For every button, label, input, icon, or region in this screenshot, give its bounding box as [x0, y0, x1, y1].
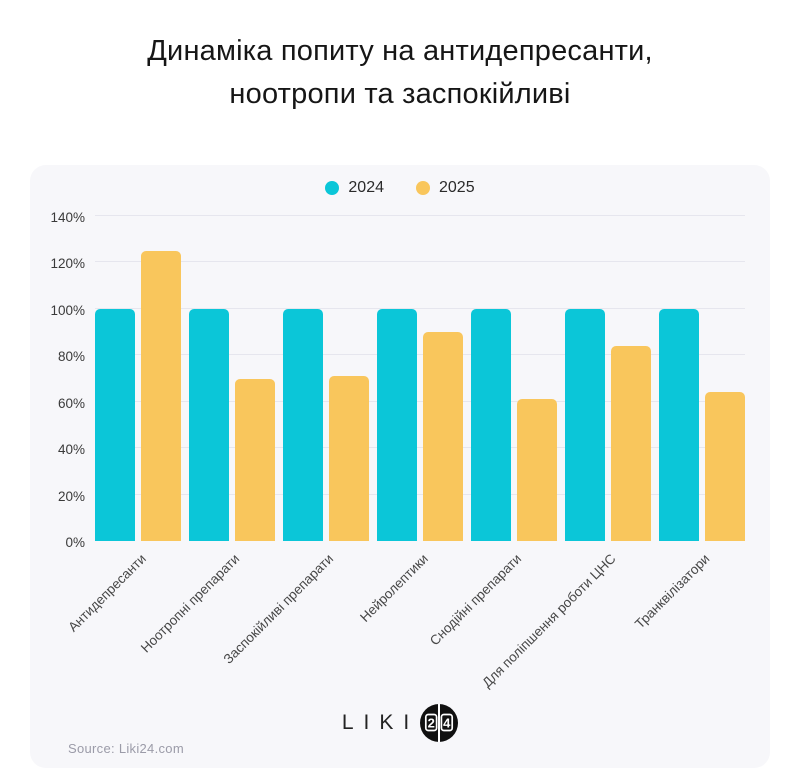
bar-2025	[423, 332, 463, 541]
gridline	[95, 261, 745, 263]
logo-digit-2: 2	[428, 716, 435, 731]
infographic-page: Динаміка попиту на антидепресанти, ноотр…	[0, 30, 800, 770]
page-title-line-2: ноотропи та заспокійливі	[229, 78, 571, 110]
y-tick-label: 20%	[57, 488, 85, 504]
gridline	[95, 307, 745, 309]
bar-2025	[611, 346, 651, 541]
logo-brand-text: LIKI	[341, 711, 420, 734]
bar-2024	[565, 308, 605, 541]
y-tick-label: 120%	[50, 256, 85, 272]
y-tick-label: 0%	[65, 535, 85, 550]
gridline	[95, 400, 745, 402]
bar-group	[283, 216, 369, 541]
y-tick-label: 40%	[57, 442, 85, 458]
bar-2024	[189, 308, 229, 541]
page-title-line-1: Динаміка попиту на антидепресанти,	[147, 35, 653, 67]
gridline	[95, 493, 745, 495]
bar-2024	[283, 308, 323, 541]
bar-2024	[95, 308, 135, 541]
y-tick-label: 60%	[57, 395, 85, 411]
y-tick-label: 140%	[50, 210, 85, 225]
source-attribution: Source: Liki24.com	[68, 741, 184, 756]
liki24-logo: LIKI 2 4	[30, 704, 770, 742]
bar-2024	[659, 308, 699, 541]
plot-area: 0% 20% 40% 60% 80% 100% 120% 140% Антидепресанти…	[50, 210, 745, 690]
bar-2025	[235, 378, 275, 541]
x-tick-label: Заспокійливі препарати	[220, 551, 337, 667]
bar-group	[565, 216, 651, 541]
x-tick-label: Ноотропні препарати	[138, 551, 243, 656]
page-title: Динаміка попиту на антидепресанти, ноотр…	[0, 30, 800, 116]
legend-item-2024: 2024	[325, 179, 384, 197]
chart-legend: 2024 2025	[30, 179, 770, 197]
legend-dot-2024-icon	[325, 181, 340, 195]
y-tick-label: 80%	[57, 349, 85, 365]
bar-group	[659, 216, 745, 541]
x-tick-label: Транквілізатори	[632, 551, 713, 632]
bar-groups	[95, 216, 745, 541]
legend-item-2025: 2025	[416, 179, 475, 197]
bar-group	[189, 216, 275, 541]
bar-group	[471, 216, 557, 541]
bar-2024	[471, 308, 511, 541]
logo-digit-4: 4	[443, 716, 451, 731]
bar-2025	[329, 376, 369, 541]
x-tick-label: Снодійні препарати	[427, 551, 525, 649]
gridline	[95, 447, 745, 449]
x-tick-label: Нейролептики	[356, 551, 431, 625]
bar-group	[377, 216, 463, 541]
bar-group	[95, 216, 181, 541]
y-tick-label: 100%	[50, 302, 85, 318]
gridline	[95, 215, 745, 216]
bar-2025	[705, 392, 745, 541]
legend-dot-2025-icon	[416, 181, 430, 195]
bar-2025	[141, 250, 181, 541]
chart-card: 2024 2025 0% 20% 40% 60% 80% 100% 120% 140% Анти…	[30, 165, 770, 768]
bar-2024	[377, 308, 417, 541]
legend-label-2024: 2024	[348, 179, 384, 196]
gridline	[95, 354, 745, 356]
legend-label-2025: 2025	[439, 179, 475, 196]
x-tick-label: Антидепресанти	[64, 551, 149, 635]
logo-24-badge-icon: 2 4	[420, 704, 459, 742]
bar-2025	[517, 399, 557, 541]
